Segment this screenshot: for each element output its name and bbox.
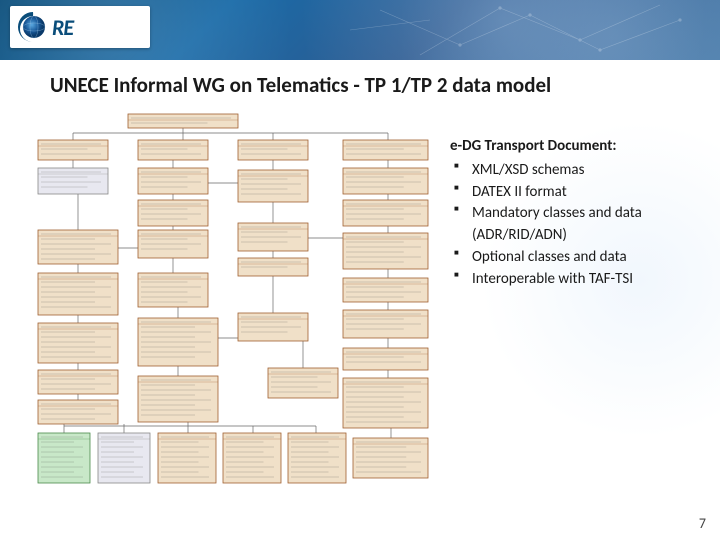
slide-content: e-DG Transport Document: XML/XSD schemas… [0, 108, 720, 540]
bullet-item: XML/XSD schemas [450, 160, 710, 182]
data-model-diagram [8, 108, 438, 498]
page-number: 7 [699, 515, 706, 532]
core-logo: RE [10, 6, 150, 48]
bullet-item: DATEX II format [450, 182, 710, 204]
logo-text: RE [52, 14, 73, 41]
bullet-item: Mandatory classes and data (ADR/RID/ADN) [450, 203, 710, 247]
bullet-item: Interoperable with TAF-TSI [450, 269, 710, 291]
bullet-list: XML/XSD schemasDATEX II formatMandatory … [450, 160, 710, 291]
body-heading: e-DG Transport Document: [450, 136, 710, 158]
slide-title: UNECE Informal WG on Telematics - TP 1/T… [50, 72, 551, 98]
slide-header: RE [0, 0, 720, 60]
bullet-item: Optional classes and data [450, 247, 710, 269]
logo-globe-icon [16, 10, 50, 44]
body-text-block: e-DG Transport Document: XML/XSD schemas… [450, 136, 710, 290]
